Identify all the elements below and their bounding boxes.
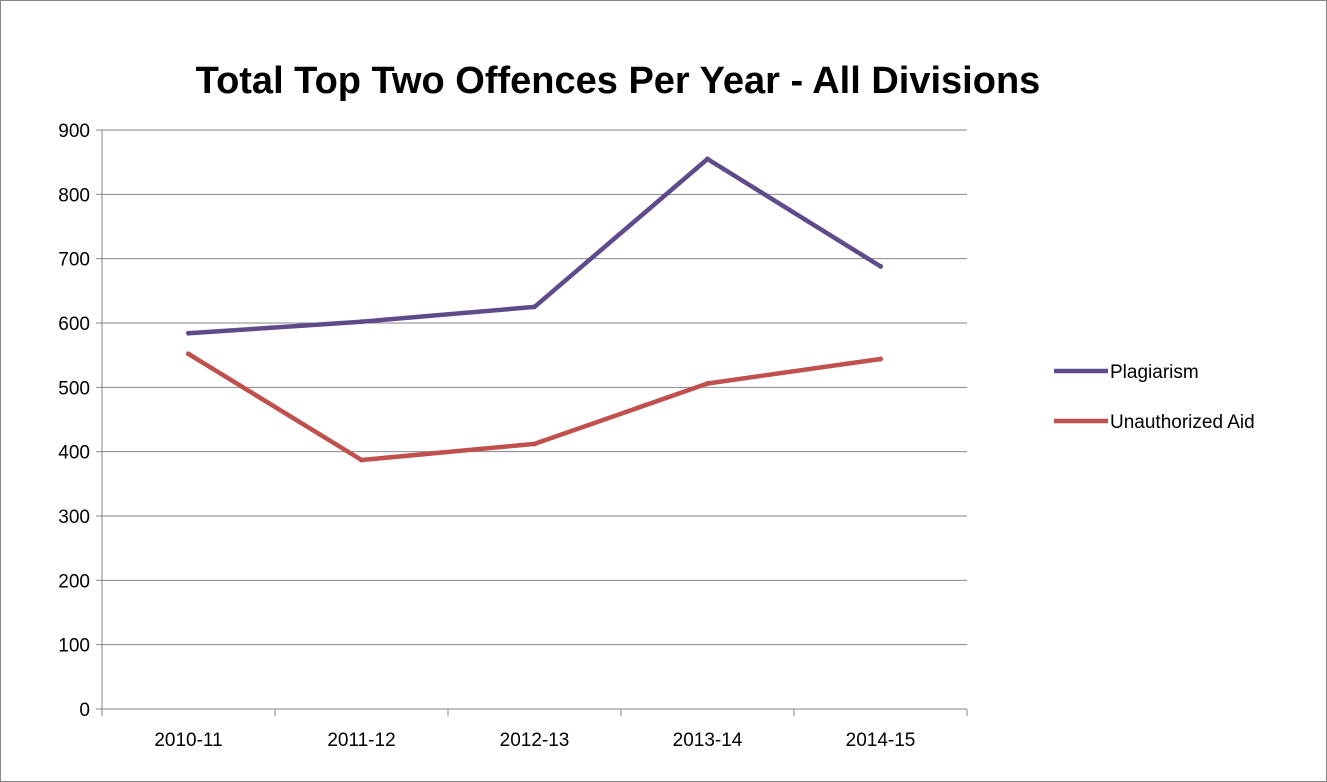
y-tick-label: 0 xyxy=(79,700,90,721)
data-point xyxy=(705,156,710,162)
data-point xyxy=(878,263,883,269)
x-tick-label: 2011-12 xyxy=(327,730,395,751)
y-tick-label: 800 xyxy=(58,185,90,206)
data-point xyxy=(186,330,191,336)
y-tick-label: 700 xyxy=(58,250,90,271)
legend-label: Plagiarism xyxy=(1110,362,1199,383)
gridlines xyxy=(102,129,967,646)
data-point xyxy=(878,356,883,362)
x-tick-label: 2013-14 xyxy=(673,730,743,751)
x-tick-label: 2012-13 xyxy=(500,730,570,751)
data-point xyxy=(359,457,364,463)
data-point xyxy=(532,304,537,310)
y-tick-label: 400 xyxy=(58,443,90,464)
series-lines xyxy=(186,156,883,463)
data-point xyxy=(186,351,191,357)
chart-title: Total Top Two Offences Per Year - All Di… xyxy=(196,60,1041,102)
x-tick-label: 2010-11 xyxy=(154,730,222,751)
y-tick-label: 600 xyxy=(58,314,90,335)
y-tick-label: 100 xyxy=(58,636,90,657)
legend-label: Unauthorized Aid xyxy=(1110,412,1255,433)
data-point xyxy=(359,319,364,325)
legend: Plagiarism Unauthorized Aid xyxy=(1054,362,1255,433)
y-tick-label: 200 xyxy=(58,571,90,592)
y-tick-label: 900 xyxy=(58,121,90,142)
y-tick-label: 300 xyxy=(58,507,90,528)
axes: 0 100 200 300 400 500 600 700 800 900 2010-11 2011-… xyxy=(58,121,968,751)
x-tick-label: 2014-15 xyxy=(846,730,916,751)
data-point xyxy=(705,380,710,386)
data-point xyxy=(532,441,537,447)
y-tick-label: 500 xyxy=(58,378,90,399)
